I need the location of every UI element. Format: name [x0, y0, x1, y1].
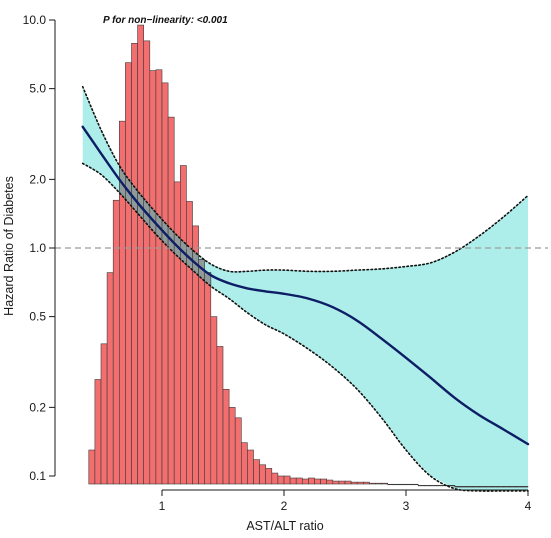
histogram-overlap-bar: [509, 486, 517, 488]
histogram-bar: [338, 480, 346, 485]
histogram-bar: [289, 477, 297, 485]
histogram-bar: [326, 479, 334, 485]
histogram-bar: [308, 477, 315, 485]
histogram-bar: [350, 481, 358, 485]
y-tick-label: 0.5: [29, 310, 46, 324]
histogram-overlap-bar: [454, 486, 462, 488]
histogram-bar: [369, 482, 376, 485]
y-tick-label: 1.0: [29, 241, 46, 255]
histogram-bar: [253, 459, 260, 485]
histogram-bar: [411, 483, 419, 486]
histogram-overlap-bar: [448, 485, 456, 487]
histogram-bar: [259, 464, 267, 485]
histogram-bar: [186, 201, 193, 485]
histogram-bar: [198, 259, 206, 485]
x-axis-label: AST/ALT ratio: [246, 519, 323, 533]
histogram-bar: [241, 442, 248, 485]
histogram-bar: [155, 69, 163, 485]
histogram-overlap-bar: [472, 486, 480, 488]
confidence-bound-layer: [81, 85, 529, 492]
histogram-bar: [88, 449, 96, 485]
histogram-bar: [393, 483, 401, 486]
axes-layer: 0.1 0.2 0.5 1.0 2.0 5.0 10.0 1 2 3 4: [23, 13, 532, 513]
histogram-bar: [173, 181, 181, 485]
histogram-bar: [180, 165, 187, 485]
histogram-bar: [106, 272, 114, 485]
histogram-bar: [167, 116, 175, 485]
histogram-bar: [405, 483, 413, 486]
x-tick-label: 3: [403, 499, 410, 513]
histogram-overlap-bar: [466, 486, 474, 488]
histogram-overlap-bar: [484, 486, 492, 488]
y-tick-label: 5.0: [29, 82, 46, 96]
histogram-bar: [283, 475, 291, 485]
y-tick-label: 0.2: [29, 400, 46, 414]
histogram-bar: [387, 483, 395, 486]
histogram-bar: [131, 43, 138, 485]
histogram-overlap-bar: [521, 486, 528, 488]
histogram-bar: [265, 468, 273, 485]
histogram-layer: [88, 24, 529, 488]
histogram-bar: [436, 485, 443, 487]
y-tick-label: 10.0: [23, 13, 47, 27]
histogram-bar: [301, 478, 309, 485]
histogram-bar: [417, 485, 425, 487]
histogram-bar: [314, 478, 321, 485]
histogram-bar: [161, 82, 169, 485]
histogram-bar: [216, 346, 224, 485]
histogram-bar: [277, 475, 285, 485]
histogram-bar: [222, 389, 230, 485]
hazard-curve-layer: [81, 125, 530, 446]
histogram-bar: [204, 272, 212, 485]
histogram-overlap-bar: [491, 486, 498, 488]
histogram-bar: [295, 477, 303, 485]
histogram-bar: [100, 343, 108, 485]
histogram-bar: [247, 449, 254, 485]
histogram-bar: [362, 481, 370, 485]
y-tick-label: 2.0: [29, 172, 46, 186]
lower-bound-line: [81, 162, 529, 492]
histogram-bar: [234, 417, 242, 485]
histogram-overlap-bar: [497, 486, 504, 488]
histogram-bar: [94, 379, 102, 485]
histogram-bar: [423, 485, 431, 487]
confidence-band-layer: [82, 86, 528, 491]
histogram-bar: [137, 24, 145, 485]
histogram-bar: [356, 481, 364, 485]
histogram-overlap-bar: [515, 486, 523, 488]
histogram-bar: [332, 480, 340, 485]
histogram-overlap-bar: [460, 486, 468, 488]
histogram-bar: [344, 480, 352, 485]
histogram-bar: [375, 482, 382, 485]
histogram-bar: [149, 70, 157, 485]
histogram-bar: [271, 472, 279, 485]
nonlinearity-annotation: P for non−linearity: <0.001: [103, 15, 228, 26]
histogram-bar: [381, 482, 389, 485]
hazard-ratio-curve: [81, 125, 530, 446]
x-tick-label: 1: [159, 499, 166, 513]
histogram-bar: [210, 316, 218, 485]
histogram-bar: [228, 407, 236, 485]
histogram-bar: [430, 485, 437, 487]
upper-bound-line: [81, 85, 529, 273]
histogram-bar: [125, 62, 132, 485]
histogram-bar: [320, 478, 328, 485]
confidence-band: [82, 86, 528, 491]
histogram-overlap-bar: [478, 486, 486, 488]
histogram-bar: [143, 40, 151, 485]
y-axis-label: Hazard Ratio of Diabetes: [2, 176, 16, 316]
x-tick-label: 4: [525, 499, 532, 513]
y-tick-label: 0.1: [29, 469, 46, 483]
histogram-bar: [399, 483, 407, 486]
histogram-overlap-bar: [503, 486, 511, 488]
histogram-bar: [112, 199, 120, 485]
x-tick-label: 2: [281, 499, 288, 513]
